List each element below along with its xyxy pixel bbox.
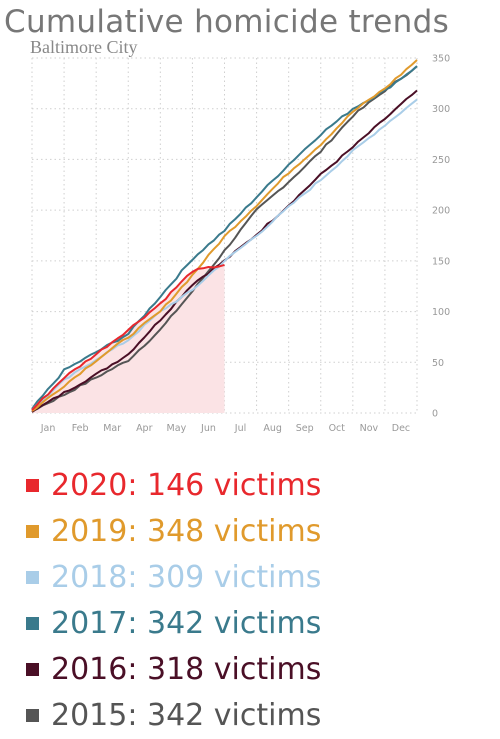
line-series-2018 xyxy=(31,98,418,411)
line-series-2017 xyxy=(31,65,418,410)
legend-swatch-2015 xyxy=(26,708,39,722)
legend: 2020: 146 victims 2019: 348 victims 2018… xyxy=(26,462,321,738)
x-tick-label: Jun xyxy=(200,423,216,434)
x-tick-label: Feb xyxy=(72,423,89,434)
legend-item-2017: 2017: 342 victims xyxy=(26,600,321,646)
legend-swatch-2017 xyxy=(26,616,39,630)
legend-item-2016: 2016: 318 victims xyxy=(26,646,321,692)
legend-swatch-2020 xyxy=(26,478,39,492)
x-tick-label: Dec xyxy=(392,423,410,434)
line-series-2020 xyxy=(31,263,225,411)
legend-swatch-2019 xyxy=(26,524,39,538)
legend-item-2020: 2020: 146 victims xyxy=(26,462,321,508)
x-tick-label: Mar xyxy=(103,423,121,434)
legend-label-2016: 2016: 318 victims xyxy=(51,651,322,687)
x-tick-label: Aug xyxy=(263,423,282,434)
x-tick-label: May xyxy=(167,423,187,434)
x-tick-label: Nov xyxy=(360,423,379,434)
legend-item-2019: 2019: 348 victims xyxy=(26,508,321,554)
x-tick-label: Apr xyxy=(136,423,153,434)
legend-label-2020: 2020: 146 victims xyxy=(51,467,322,503)
legend-label-2019: 2019: 348 victims xyxy=(51,513,322,549)
legend-item-2018: 2018: 309 victims xyxy=(26,554,321,600)
legend-label-2017: 2017: 342 victims xyxy=(51,605,322,641)
chart-subtitle: Baltimore City xyxy=(30,37,138,57)
y-tick-label: 300 xyxy=(432,104,450,115)
y-tick-label: 200 xyxy=(432,206,450,217)
x-tick-label: Jul xyxy=(234,423,246,434)
legend-item-2015: 2015: 342 victims xyxy=(26,692,321,738)
y-tick-label: 0 xyxy=(432,409,438,420)
y-tick-label: 50 xyxy=(432,358,444,369)
line-series-2015 xyxy=(31,65,418,412)
x-tick-label: Sep xyxy=(296,423,314,434)
legend-label-2018: 2018: 309 victims xyxy=(51,559,322,595)
legend-swatch-2016 xyxy=(26,662,39,676)
y-tick-label: 150 xyxy=(432,256,450,267)
chart: 0 50 100 150 200 250 300 350 Jan Feb Mar Apr May Jun J… xyxy=(31,54,450,434)
legend-swatch-2018 xyxy=(26,570,39,584)
x-tick-label: Oct xyxy=(329,423,346,434)
y-tick-label: 250 xyxy=(432,155,450,166)
chart-title: Cumulative homicide trends xyxy=(4,4,450,40)
line-series-2019 xyxy=(31,59,418,412)
y-tick-label: 100 xyxy=(432,307,450,318)
y-tick-label: 350 xyxy=(432,54,450,65)
x-tick-label: Jan xyxy=(40,423,56,434)
legend-label-2015: 2015: 342 victims xyxy=(51,697,322,733)
